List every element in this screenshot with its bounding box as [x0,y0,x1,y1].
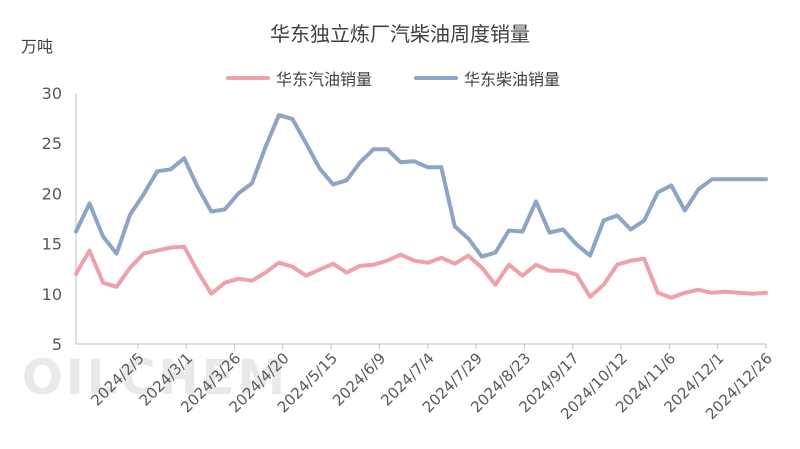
series-line-diesel [74,113,768,259]
y-tick-label: 10 [42,285,62,304]
legend-label-diesel: 华东柴油销量 [464,70,561,89]
y-tick-label: 5 [52,335,62,354]
y-tick-label: 20 [42,184,62,203]
legend-item-diesel: 华东柴油销量 [414,66,560,90]
y-tick-label: 15 [42,235,62,254]
y-axis-unit: 万吨 [21,37,54,56]
legend-swatch-diesel [414,76,458,80]
y-tick-label: 25 [42,134,62,153]
watermark-logo: OILCHEM [22,350,289,406]
y-tick-label: 30 [42,84,62,103]
legend-item-gasoline: 华东汽油销量 [226,66,372,90]
chart-title: 华东独立炼厂汽柴油周度销量 [270,22,530,46]
legend-label-gasoline: 华东汽油销量 [276,70,373,89]
legend-swatch-gasoline [226,76,270,80]
series-line-gasoline [74,244,768,300]
legend: 华东汽油销量 华东柴油销量 [0,66,800,90]
